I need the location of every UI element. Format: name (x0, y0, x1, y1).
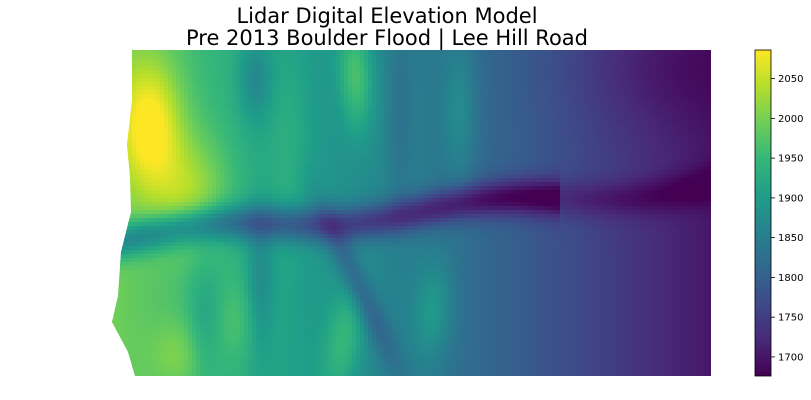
colorbar-tick-label: 1950 (778, 154, 803, 165)
colorbar-tick-label: 1900 (778, 193, 803, 204)
chart-title-line2: Pre 2013 Boulder Flood | Lee Hill Road (185, 26, 588, 50)
colorbar-tick-label: 2050 (778, 74, 803, 85)
colorbar-tick-label: 2000 (778, 114, 803, 125)
elevation-raster (112, 50, 711, 376)
colorbar: 1700 1750 1800 1850 1900 1950 2000 2050 (754, 49, 803, 377)
chart-title: Lidar Digital Elevation Model Pre 2013 B… (72, 5, 702, 49)
colorbar-tick-label: 1800 (778, 273, 803, 284)
colorbar-gradient (754, 49, 772, 377)
colorbar-tick-label: 1700 (778, 352, 803, 363)
chart-title-line1: Lidar Digital Elevation Model (236, 4, 538, 28)
colorbar-tick-label: 1750 (778, 313, 803, 324)
colorbar-tick-label: 1850 (778, 233, 803, 244)
